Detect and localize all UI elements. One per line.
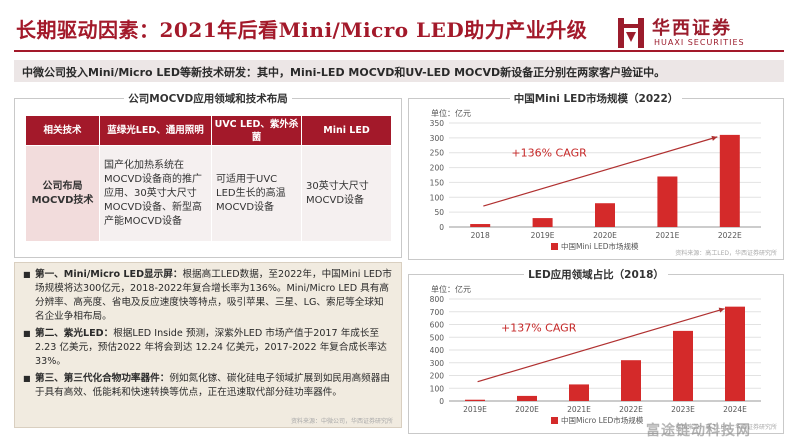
table-header-cell: UVC LED、紫外杀菌 bbox=[211, 115, 302, 146]
table-title: 公司MOCVD应用领域和技术布局 bbox=[15, 91, 401, 106]
legend-swatch bbox=[551, 417, 558, 424]
bullet-item: 第三、第三代化合物功率器件：例如氮化镓、碳化硅电子领域扩展到如民用高频器由于具有… bbox=[23, 372, 393, 400]
y-tick-label: 150 bbox=[430, 178, 445, 187]
cagr-annotation: +136% CAGR bbox=[511, 146, 587, 159]
chart-title: LED应用领域占比（2018） bbox=[409, 267, 783, 282]
y-tick-label: 0 bbox=[439, 223, 444, 232]
y-tick-label: 800 bbox=[430, 295, 445, 304]
legend-label: 中国Mini LED市场规模 bbox=[561, 241, 639, 251]
watermark: 富途链动科技网 bbox=[646, 423, 751, 439]
bar bbox=[725, 306, 745, 401]
legend-swatch bbox=[551, 243, 558, 250]
unit-label: 单位：亿元 bbox=[431, 108, 471, 118]
bar bbox=[621, 360, 641, 401]
source-note: 资料来源：中微公司，华西证券研究所 bbox=[290, 418, 393, 425]
bar bbox=[673, 330, 693, 401]
table-row: 公司布局MOCVD技术 国产化加热系统在MOCVD设备商的推广应用、30英寸大尺… bbox=[25, 145, 392, 242]
bar bbox=[595, 203, 615, 227]
trend-arrow-head bbox=[718, 307, 725, 313]
x-tick-label: 2021E bbox=[567, 405, 591, 414]
summary-banner: 中微公司投入Mini/Micro LED等新技术研发：其中，Mini-LED M… bbox=[14, 60, 784, 82]
logo-chinese-name: 华西证券 bbox=[652, 18, 732, 39]
chart-source: 资料来源：高工LED，华西证券研究所 bbox=[675, 250, 777, 257]
huaxi-logo-icon bbox=[618, 18, 644, 48]
bar bbox=[517, 395, 537, 401]
table-cell: 30英寸大尺寸MOCVD设备 bbox=[301, 145, 392, 242]
x-tick-label: 2020E bbox=[593, 231, 617, 240]
unit-label: 单位：亿元 bbox=[431, 284, 471, 294]
table-cell: 可适用于UVC LED生长的高温MOCVD设备 bbox=[211, 145, 302, 242]
x-tick-label: 2021E bbox=[655, 231, 679, 240]
header-divider bbox=[14, 50, 784, 52]
y-tick-label: 100 bbox=[430, 193, 445, 202]
bar bbox=[532, 218, 553, 227]
bullet-item: 第一、Mini/Micro LED显示屏：根据高工LED数据，至2022年，中国… bbox=[23, 268, 393, 324]
bar bbox=[657, 176, 678, 227]
x-tick-label: 2020E bbox=[515, 405, 539, 414]
y-tick-label: 400 bbox=[430, 346, 445, 355]
chart-title: 中国Mini LED市场规模（2022） bbox=[409, 91, 783, 106]
table-row-header: 公司布局MOCVD技术 bbox=[25, 145, 100, 242]
y-tick-label: 200 bbox=[430, 164, 445, 173]
micro-led-chart-panel: LED应用领域占比（2018） 单位：亿元 0 100 200 300 400 500 600… bbox=[408, 269, 784, 434]
y-tick-label: 200 bbox=[430, 372, 445, 381]
trend-arrow-head bbox=[711, 135, 718, 141]
x-tick-label: 2022E bbox=[619, 405, 643, 414]
trend-arrow-line bbox=[477, 308, 725, 383]
chart-source: 资料来源：高工LED，华西证券研究所 bbox=[675, 424, 777, 431]
mocvd-tech-table: 相关技术 蓝绿光LED、通用照明 UVC LED、紫外杀菌 Mini LED 公… bbox=[25, 115, 392, 242]
y-tick-label: 0 bbox=[439, 397, 444, 406]
y-tick-label: 50 bbox=[434, 208, 444, 217]
x-tick-label: 2023E bbox=[671, 405, 695, 414]
x-tick-label: 2024E bbox=[723, 405, 747, 414]
legend-label: 中国Micro LED市场规模 bbox=[561, 415, 644, 425]
company-logo: 华西证券 HUAXI SECURITIES bbox=[612, 12, 792, 52]
bar bbox=[465, 399, 485, 401]
drivers-bullet-panel: 第一、Mini/Micro LED显示屏：根据高工LED数据，至2022年，中国… bbox=[14, 262, 402, 428]
table-cell: 国产化加热系统在MOCVD设备商的推广应用、30英寸大尺寸MOCVD设备、新型高… bbox=[99, 145, 212, 242]
bullet-item: 第二、紫光LED：根据LED Inside 预测，深紫外LED 市场产值于201… bbox=[23, 327, 393, 369]
cagr-annotation: +137% CAGR bbox=[501, 322, 577, 335]
x-tick-label: 2019E bbox=[531, 231, 555, 240]
bar bbox=[569, 384, 589, 401]
x-tick-label: 2022E bbox=[718, 231, 742, 240]
bar bbox=[470, 224, 491, 227]
y-tick-label: 600 bbox=[430, 321, 445, 330]
bar bbox=[719, 134, 740, 227]
mini-led-chart-panel: 中国Mini LED市场规模（2022） 单位：亿元 0 50 100 150 200 25… bbox=[408, 93, 784, 260]
y-tick-label: 350 bbox=[430, 119, 445, 128]
table-header-cell: 蓝绿光LED、通用照明 bbox=[99, 115, 212, 146]
page-title: 长期驱动因素：2021年后看Mini/Micro LED助力产业升级 bbox=[16, 18, 588, 42]
x-tick-label: 2019E bbox=[463, 405, 487, 414]
table-header-cell: Mini LED bbox=[301, 115, 392, 146]
y-tick-label: 300 bbox=[430, 359, 445, 368]
micro-led-bar-chart: 单位：亿元 0 100 200 300 400 500 600 700 800 2019E 2020E… bbox=[430, 284, 761, 425]
x-tick-label: 2018 bbox=[471, 231, 490, 240]
y-tick-label: 100 bbox=[430, 384, 445, 393]
mocvd-table-panel: 公司MOCVD应用领域和技术布局 相关技术 蓝绿光LED、通用照明 UVC LE… bbox=[14, 93, 402, 258]
y-tick-label: 300 bbox=[430, 134, 445, 143]
y-tick-label: 700 bbox=[430, 308, 445, 317]
table-header-row: 相关技术 蓝绿光LED、通用照明 UVC LED、紫外杀菌 Mini LED bbox=[25, 115, 392, 146]
table-header-cell: 相关技术 bbox=[25, 115, 100, 146]
y-tick-label: 250 bbox=[430, 149, 445, 158]
logo-english-name: HUAXI SECURITIES bbox=[654, 38, 745, 47]
trend-arrow-line bbox=[483, 136, 718, 207]
y-tick-label: 500 bbox=[430, 333, 445, 342]
mini-led-bar-chart: 单位：亿元 0 50 100 150 200 250 300 350 2018 2019E 2020E… bbox=[430, 108, 761, 251]
